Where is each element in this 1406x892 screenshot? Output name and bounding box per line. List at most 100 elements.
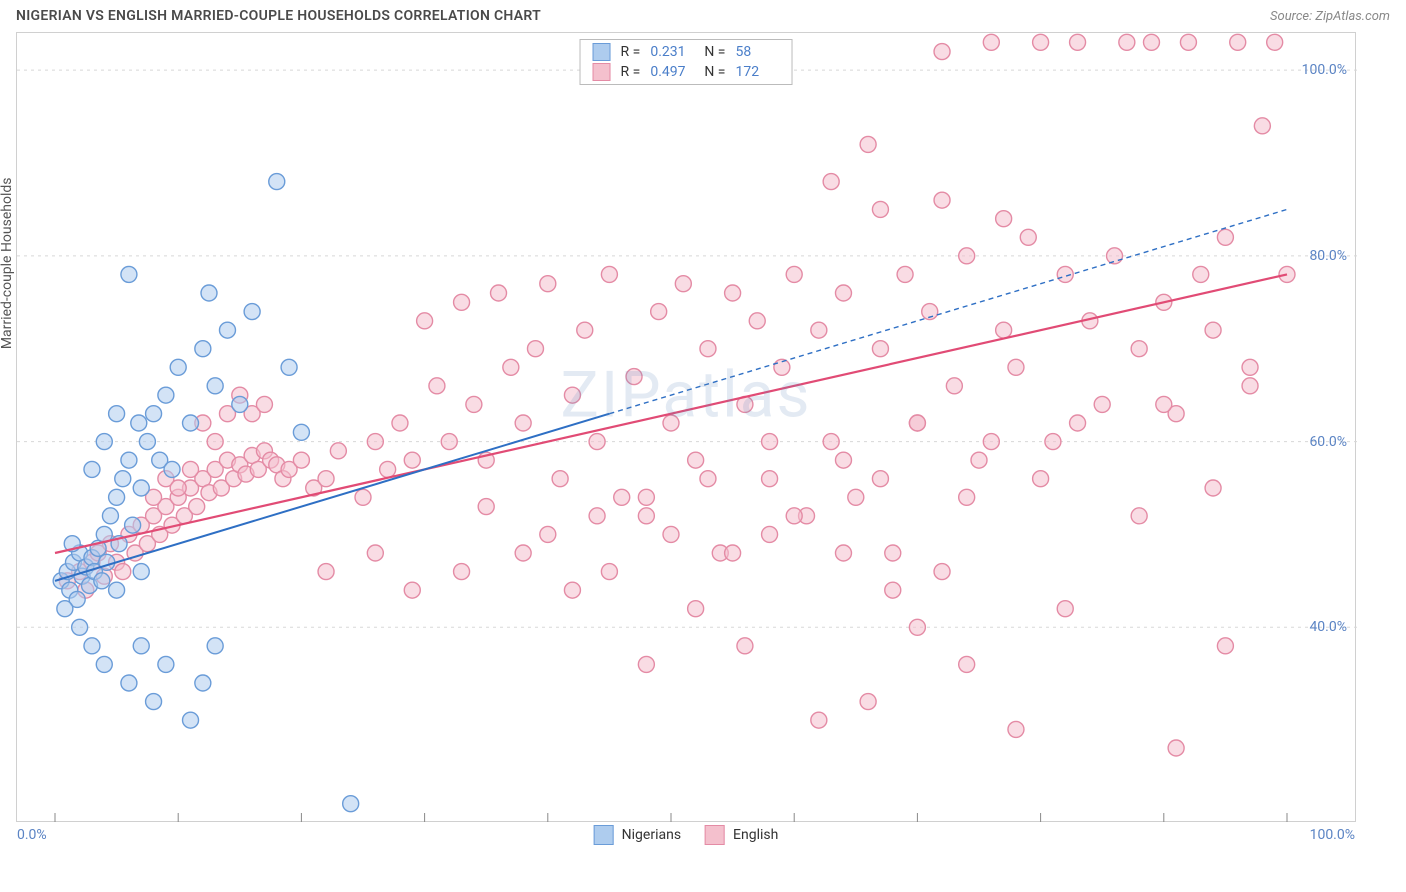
data-point [139,434,155,450]
data-point [651,304,667,320]
legend-label: Nigerians [622,827,681,843]
data-point [897,266,913,282]
data-point [269,174,285,190]
data-point [762,526,778,542]
data-point [626,369,642,385]
data-point [860,136,876,152]
data-point [725,545,741,561]
data-point [1119,34,1135,50]
data-point [934,564,950,580]
data-point [133,638,149,654]
data-point [109,489,125,505]
stats-r-value: 0.231 [650,44,694,60]
data-point [1254,118,1270,134]
data-point [934,44,950,60]
data-point [183,461,199,477]
data-point [589,434,605,450]
data-point [725,285,741,301]
data-point [577,322,593,338]
data-point [835,452,851,468]
data-point [1033,34,1049,50]
data-point [737,638,753,654]
data-point [762,471,778,487]
data-point [811,322,827,338]
data-point [404,582,420,598]
data-point [601,266,617,282]
data-point [219,322,235,338]
stats-n-label: N = [704,64,725,80]
data-point [367,434,383,450]
data-point [170,359,186,375]
data-point [183,712,199,728]
data-point [1008,721,1024,737]
data-point [1168,740,1184,756]
data-point [1057,266,1073,282]
data-point [860,694,876,710]
data-point [1057,601,1073,617]
data-point [959,248,975,264]
data-point [158,387,174,403]
data-point [638,508,654,524]
data-point [195,675,211,691]
data-point [848,489,864,505]
data-point [355,489,371,505]
data-point [244,304,260,320]
data-point [293,452,309,468]
data-point [909,415,925,431]
data-point [170,480,186,496]
data-point [133,480,149,496]
data-point [1131,341,1147,357]
data-point [638,489,654,505]
data-point [164,461,180,477]
data-point [540,526,556,542]
data-point [115,564,131,580]
data-point [146,694,162,710]
stats-r-label: R = [621,44,641,60]
data-point [478,499,494,515]
data-point [601,564,617,580]
data-point [195,341,211,357]
data-point [515,415,531,431]
data-point [133,564,149,580]
data-point [102,508,118,524]
stats-legend-box: R =0.231N =58R =0.497N =172 [580,39,793,85]
data-point [885,545,901,561]
data-point [688,601,704,617]
stats-n-label: N = [704,44,725,60]
bottom-legend: Nigerians English [594,825,779,845]
legend-item: English [705,825,778,845]
data-point [84,638,100,654]
data-point [207,638,223,654]
data-point [121,675,137,691]
stats-n-value: 172 [735,64,779,80]
data-point [281,359,297,375]
data-point [823,434,839,450]
data-point [786,266,802,282]
data-point [256,396,272,412]
data-point [700,471,716,487]
legend-swatch [593,43,611,61]
data-point [527,341,543,357]
data-point [1230,34,1246,50]
data-point [614,489,630,505]
data-point [454,564,470,580]
stats-r-label: R = [621,64,641,80]
data-point [688,452,704,468]
data-point [454,294,470,310]
data-point [983,34,999,50]
data-point [115,471,131,487]
scatter-plot [17,33,1357,823]
stats-r-value: 0.497 [650,64,694,80]
trend-line-english [55,274,1287,553]
data-point [835,285,851,301]
data-point [1217,638,1233,654]
data-point [1070,34,1086,50]
stats-row: R = 0.497 N = 172 [581,62,792,82]
data-point [503,359,519,375]
data-point [121,266,137,282]
data-point [663,526,679,542]
data-point [835,545,851,561]
chart-container: Married-couple Households ZIPatlas R =0.… [16,32,1356,822]
chart-title: NIGERIAN VS ENGLISH MARRIED-COUPLE HOUSE… [16,8,541,24]
data-point [983,434,999,450]
